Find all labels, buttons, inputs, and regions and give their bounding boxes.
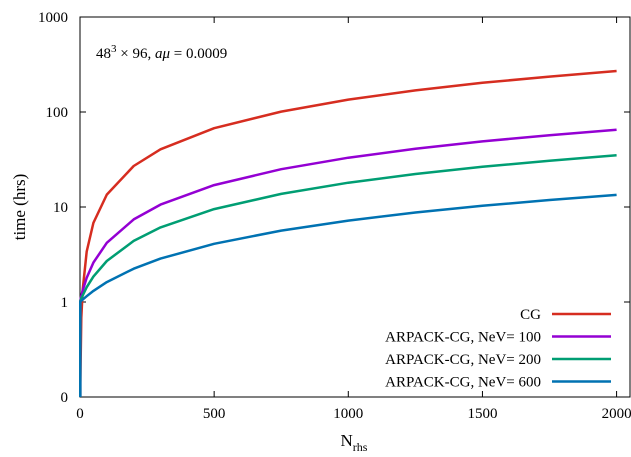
x-tick-label: 500 xyxy=(203,406,226,422)
x-tick-label: 0 xyxy=(76,406,84,422)
legend-label: CG xyxy=(520,307,541,323)
series-layer xyxy=(79,69,617,397)
y-tick-label: 10 xyxy=(53,200,68,216)
x-axis-ticks: 0 500 1000 1500 2000 xyxy=(76,17,631,422)
series-line-4 xyxy=(79,193,617,397)
y-axis-ticks: 0 1 10 100 1000 xyxy=(38,10,630,406)
y-tick-label: 0 xyxy=(61,390,69,406)
series-line-2 xyxy=(79,128,617,397)
lattice-annotation: 483 × 96, aμ = 0.0009 xyxy=(96,43,227,62)
legend-label: ARPACK-CG, NeV= 100 xyxy=(385,330,541,346)
legend: CG ARPACK-CG, NeV= 100 ARPACK-CG, NeV= 200… xyxy=(385,307,611,391)
plot-frame xyxy=(79,16,631,398)
y-axis-label: time (hrs) xyxy=(10,174,29,241)
series-line-1 xyxy=(79,69,617,397)
x-tick-label: 1500 xyxy=(467,406,497,422)
x-tick-label: 2000 xyxy=(602,406,631,422)
y-tick-label: 1000 xyxy=(38,10,68,26)
legend-label: ARPACK-CG, NeV= 200 xyxy=(385,352,541,368)
y-tick-label: 1 xyxy=(61,295,69,311)
x-axis-label: Nrhs xyxy=(341,431,368,454)
legend-label: ARPACK-CG, NeV= 600 xyxy=(385,375,541,391)
y-tick-label: 100 xyxy=(46,105,69,121)
series-line-3 xyxy=(79,154,617,397)
x-tick-label: 1000 xyxy=(333,406,363,422)
